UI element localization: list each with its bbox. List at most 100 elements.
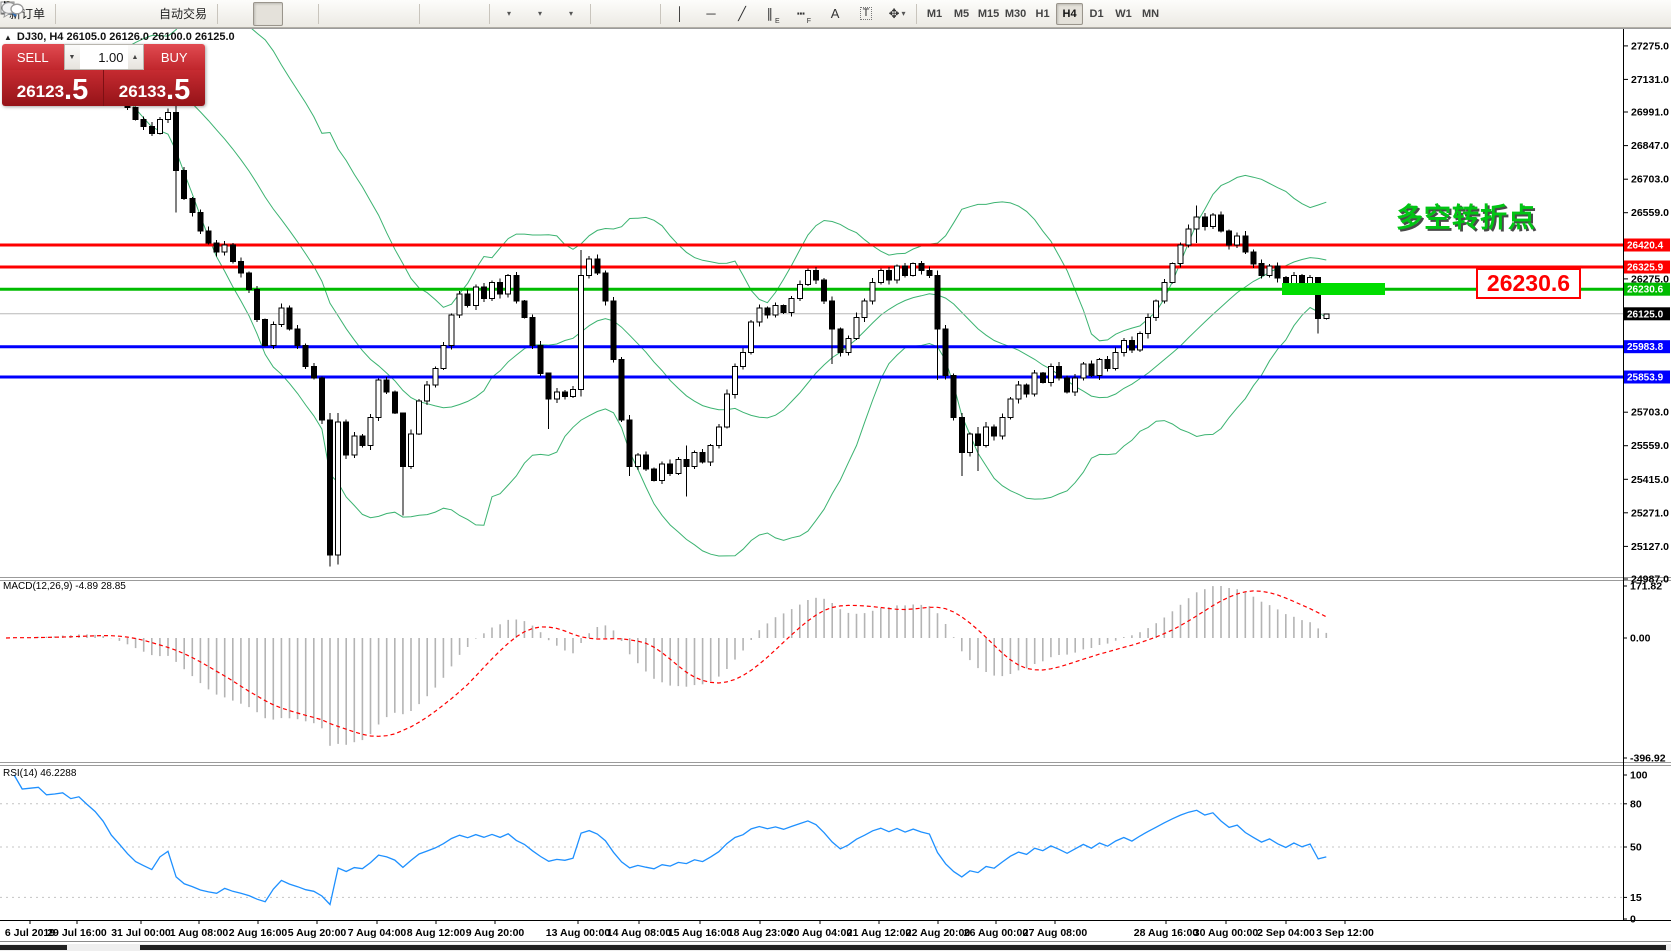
tile-windows-button[interactable] — [1, 1, 415, 26]
svg-text:20 Aug 04:00: 20 Aug 04:00 — [788, 927, 853, 939]
svg-text:6 Jul 2019: 6 Jul 2019 — [5, 927, 55, 939]
macd-indicator-label: MACD(12,26,9) -4.89 28.85 — [3, 581, 126, 592]
timeframe-m5[interactable]: M5 — [953, 7, 970, 20]
svg-text:27275.0: 27275.0 — [1631, 40, 1669, 52]
scrollbar-segment[interactable] — [0, 945, 67, 950]
ask-price[interactable]: 26133 .5 — [104, 70, 205, 106]
bid-price[interactable]: 26123 .5 — [2, 70, 104, 106]
timeframe-mn[interactable]: MN — [1141, 7, 1160, 20]
channel-icon: ∥ — [766, 6, 773, 21]
timeframe-m1[interactable]: M1 — [926, 7, 943, 20]
volume-stepper: ▼ ▲ — [63, 44, 144, 70]
chevron-down-icon: ▾ — [538, 9, 543, 18]
svg-text:25127.0: 25127.0 — [1631, 541, 1669, 553]
timeframe-h1[interactable]: H1 — [1035, 7, 1050, 20]
chat-icon[interactable] — [0, 0, 24, 18]
svg-text:26 Aug 00:00: 26 Aug 00:00 — [964, 927, 1029, 939]
svg-text:80: 80 — [1630, 798, 1642, 810]
volume-decrease-button[interactable]: ▼ — [64, 45, 80, 69]
svg-text:5 Aug 20:00: 5 Aug 20:00 — [288, 927, 347, 939]
horizontal-line-icon: ─ — [706, 6, 716, 21]
ask-price-frac: .5 — [166, 74, 191, 106]
chart-shift-button[interactable] — [1, 2, 454, 26]
svg-text:26847.0: 26847.0 — [1631, 140, 1669, 152]
svg-text:25703.0: 25703.0 — [1631, 407, 1669, 419]
svg-text:0.00: 0.00 — [1630, 633, 1651, 645]
autotrading-button[interactable]: 自动交易 — [2, 1, 213, 26]
timeframe-w1[interactable]: W1 — [1115, 7, 1132, 20]
bar-chart-button[interactable] — [2, 2, 252, 26]
arrows-tool-icon: ✥ — [888, 6, 900, 21]
separator — [489, 3, 491, 24]
line-chart-button[interactable] — [1, 2, 314, 26]
zoom-in-button[interactable] — [1, 1, 353, 26]
ask-price-main: 26133 — [118, 82, 167, 101]
chevron-down-icon: ▾ — [569, 9, 574, 18]
timeframe-group: M1 M5 M15 M30 H1 H4 D1 W1 MN — [921, 2, 1164, 25]
zoom-out-button[interactable] — [1, 1, 384, 26]
label-tool-button[interactable]: T — [851, 2, 881, 26]
scrollbar-thumb[interactable] — [140, 945, 1666, 950]
text-tool-button[interactable]: A — [820, 2, 850, 26]
svg-text:26230.6: 26230.6 — [1627, 285, 1664, 296]
horizontal-line-button[interactable]: ─ — [696, 2, 726, 26]
svg-text:28 Aug 16:00: 28 Aug 16:00 — [1134, 927, 1199, 939]
turning-point-annotation[interactable]: 多空转折点 — [1396, 203, 1536, 233]
data-window-button[interactable] — [1, 2, 121, 26]
candlestick-chart-button[interactable] — [2, 1, 284, 26]
new-chart-button[interactable]: ▾ — [0, 1, 524, 26]
separator — [916, 3, 918, 24]
profiles-button[interactable]: ▾ — [1, 1, 555, 26]
crosshair-button[interactable] — [1, 1, 656, 26]
fibonacci-button[interactable]: ┅ F — [789, 2, 819, 26]
toolbar: 新订单 自动交易 ▾ ▾ — [0, 0, 1671, 28]
equidistant-channel-button[interactable]: ∥ E — [758, 2, 788, 26]
svg-text:2 Sep 04:00: 2 Sep 04:00 — [1257, 927, 1315, 939]
indicators-button[interactable]: ▾ — [0, 1, 586, 26]
fibonacci-icon: ┅ — [796, 6, 805, 21]
timeframe-m15[interactable]: M15 — [977, 7, 1000, 20]
volume-input[interactable] — [79, 45, 128, 69]
timeframe-m30[interactable]: M30 — [1004, 7, 1027, 20]
separator — [419, 3, 421, 24]
arrows-tool-button[interactable]: ✥ ▾ — [882, 2, 912, 26]
svg-text:26559.0: 26559.0 — [1631, 207, 1669, 219]
separator — [217, 3, 219, 24]
price-callout-label[interactable]: 26230.6 — [1476, 268, 1581, 299]
market-watch-button[interactable] — [2, 2, 90, 26]
separator — [318, 3, 320, 24]
svg-text:3 Sep 12:00: 3 Sep 12:00 — [1316, 927, 1374, 939]
svg-text:26420.4: 26420.4 — [1627, 241, 1664, 252]
svg-text:8 Aug 12:00: 8 Aug 12:00 — [407, 927, 466, 939]
svg-text:25415.0: 25415.0 — [1631, 474, 1669, 486]
autotrading-label: 自动交易 — [159, 7, 208, 21]
timeframe-h4[interactable]: H4 — [1056, 2, 1084, 25]
one-click-trading-panel: SELL ▼ ▲ BUY 26123 .5 26133 .5 — [2, 44, 205, 106]
svg-text:-396.92: -396.92 — [1630, 753, 1666, 765]
svg-text:15 Aug 16:00: 15 Aug 16:00 — [668, 927, 733, 939]
chevron-down-icon: ▾ — [507, 9, 512, 18]
vertical-line-button[interactable]: │ — [665, 2, 695, 26]
navigator-button[interactable] — [1, 2, 152, 26]
rsi-indicator-label: RSI(14) 46.2288 — [3, 768, 77, 779]
trendline-icon: ╱ — [738, 6, 746, 21]
cursor-button[interactable] — [4, 1, 625, 26]
svg-text:25559.0: 25559.0 — [1631, 440, 1669, 452]
svg-text:27131.0: 27131.0 — [1631, 74, 1669, 86]
trendline-button[interactable]: ╱ — [727, 2, 757, 26]
horizontal-scrollbar[interactable] — [0, 944, 1671, 951]
separator — [660, 3, 662, 24]
sell-button[interactable]: SELL — [2, 44, 64, 70]
svg-text:24987.0: 24987.0 — [1631, 574, 1669, 586]
separator — [55, 3, 57, 24]
svg-text:27 Aug 08:00: 27 Aug 08:00 — [1023, 927, 1088, 939]
vertical-line-icon: │ — [675, 6, 685, 21]
label-tool-icon: T — [859, 7, 873, 20]
collapse-panel-icon[interactable]: ▲ — [4, 32, 12, 42]
buy-button[interactable]: BUY — [143, 44, 205, 70]
timeframe-d1[interactable]: D1 — [1089, 7, 1104, 20]
svg-text:21 Aug 12:00: 21 Aug 12:00 — [847, 927, 912, 939]
volume-increase-button[interactable]: ▲ — [127, 45, 143, 69]
channel-sub-label: E — [774, 17, 780, 25]
auto-scroll-button[interactable] — [1, 2, 485, 26]
